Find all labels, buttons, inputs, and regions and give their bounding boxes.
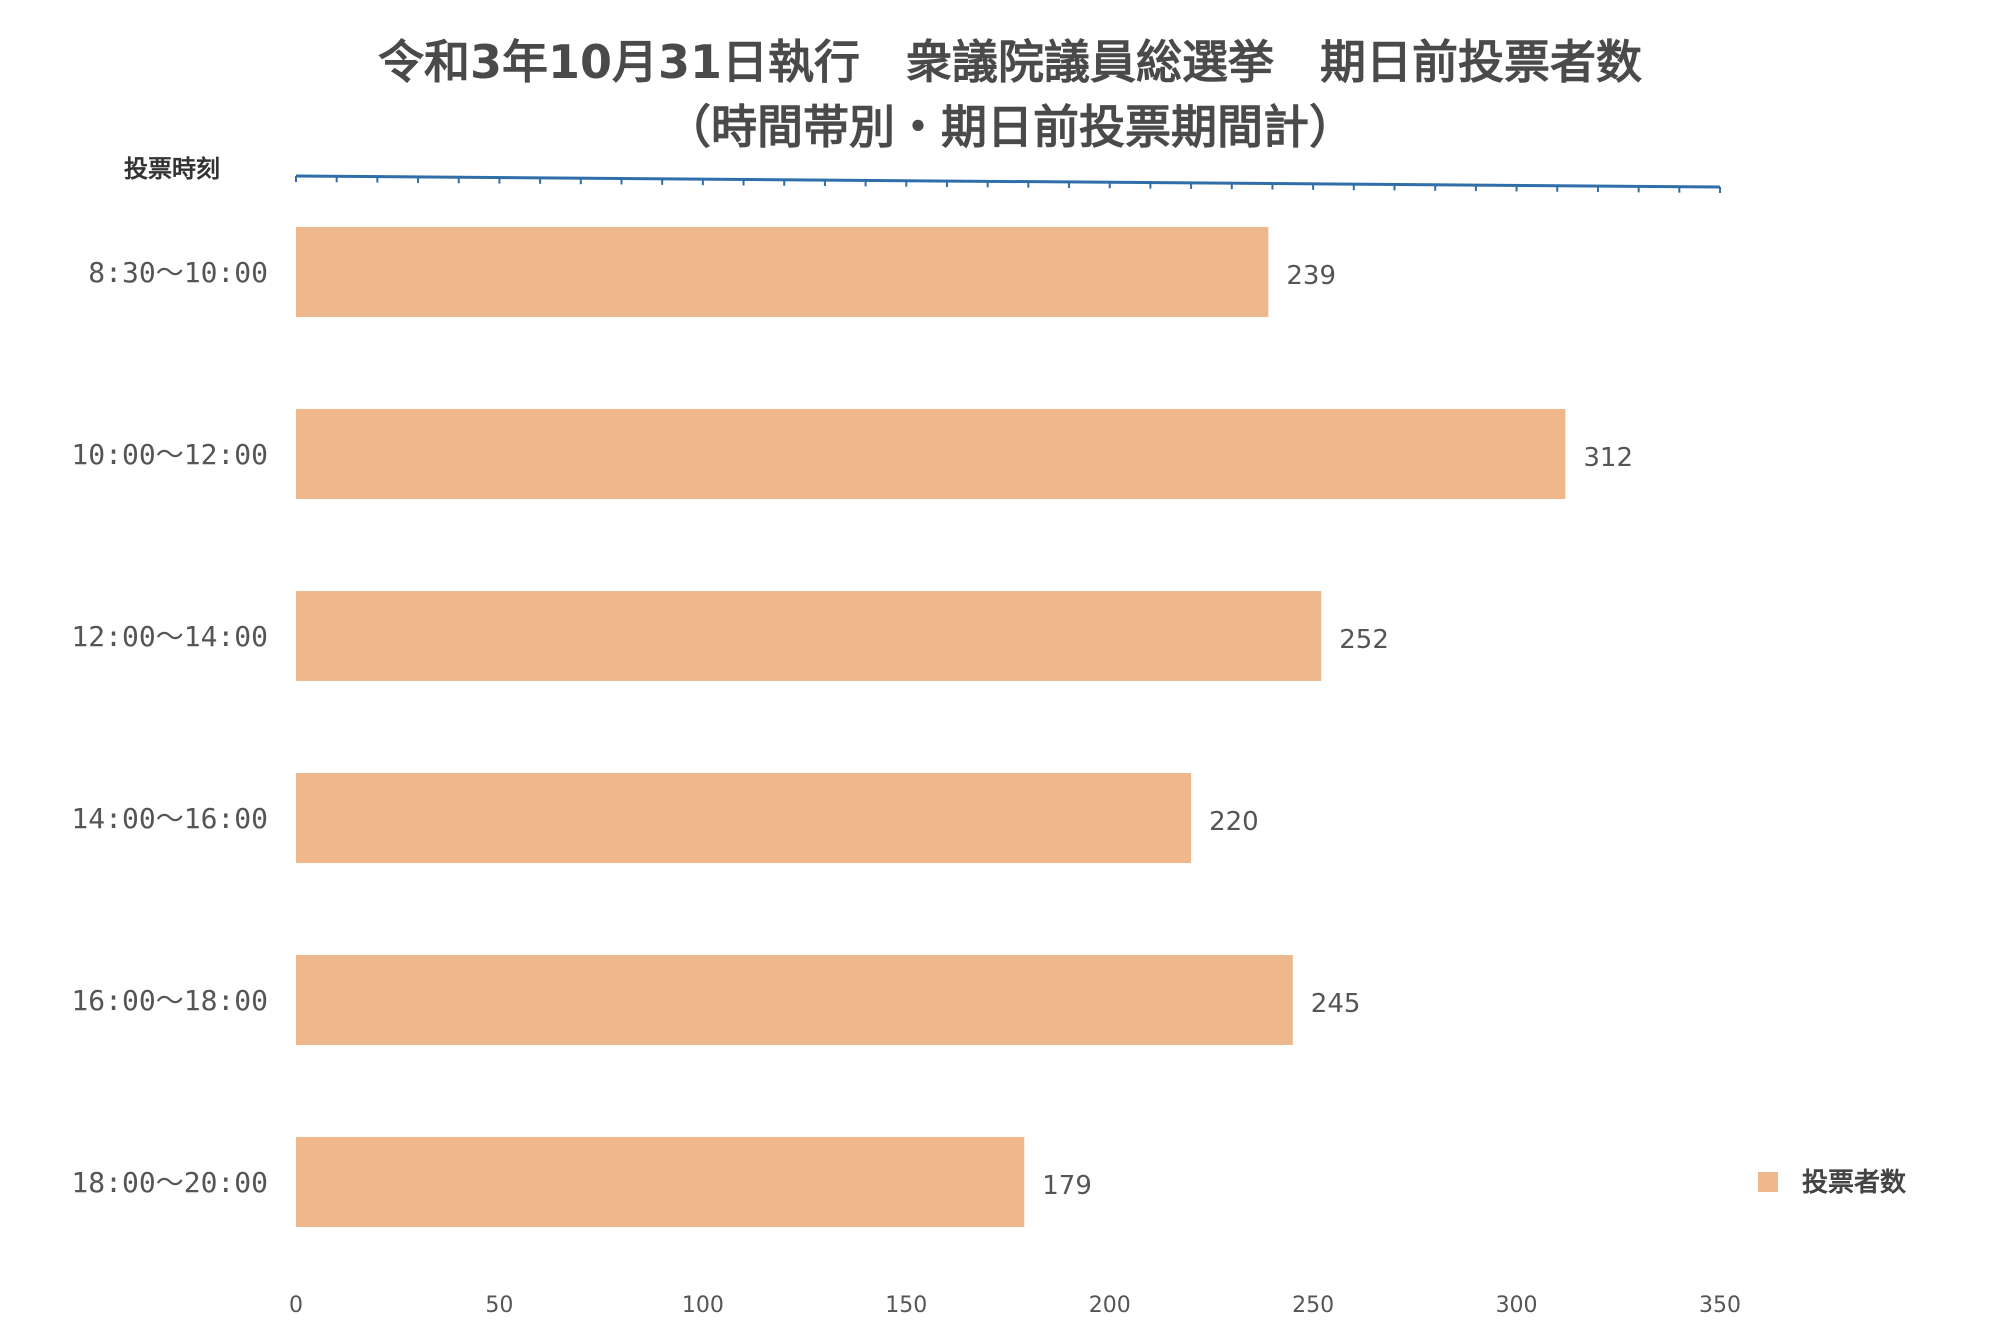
bar <box>296 955 1293 1045</box>
bar <box>296 1137 1025 1227</box>
chart-subtitle: （時間帯別・期日前投票期間計） <box>665 100 1355 154</box>
category-label: 14:00〜16:00 <box>71 802 268 835</box>
x-axis-line <box>295 174 1721 189</box>
category-label: 8:30〜10:00 <box>88 256 268 289</box>
chart-title: 令和3年10月31日執行 衆議院議員総選挙 期日前投票者数 <box>378 35 1642 89</box>
bar <box>296 773 1192 863</box>
x-tick-labels: 0 50 100 150 200 250 300 350 <box>289 1293 1741 1318</box>
legend-swatch <box>1758 1172 1778 1192</box>
value-label: 245 <box>1311 989 1361 1019</box>
value-label: 179 <box>1042 1171 1092 1201</box>
y-axis-title: 投票時刻 <box>124 155 220 183</box>
value-label: 252 <box>1339 625 1389 655</box>
value-label: 239 <box>1286 261 1336 291</box>
bars-group <box>296 227 1566 1227</box>
value-labels: 239 312 252 220 245 179 <box>1042 261 1633 1201</box>
category-label: 10:00〜12:00 <box>71 438 268 471</box>
category-label: 16:00〜18:00 <box>71 984 268 1017</box>
x-tick-label: 100 <box>682 1293 724 1318</box>
x-tick-label: 350 <box>1699 1293 1741 1318</box>
x-tick-label: 150 <box>885 1293 927 1318</box>
value-label: 220 <box>1209 807 1259 837</box>
category-label: 12:00〜14:00 <box>71 620 268 653</box>
category-label: 18:00〜20:00 <box>71 1166 268 1199</box>
x-axis-minor-ticks <box>295 176 1721 193</box>
bar <box>296 227 1269 317</box>
bar <box>296 409 1566 499</box>
x-tick-label: 0 <box>289 1293 303 1318</box>
legend: 投票者数 <box>1758 1168 1907 1198</box>
x-tick-label: 250 <box>1292 1293 1334 1318</box>
category-labels: 8:30〜10:00 10:00〜12:00 12:00〜14:00 14:00〜16… <box>71 256 268 1199</box>
x-tick-label: 200 <box>1089 1293 1131 1318</box>
legend-label: 投票者数 <box>1802 1168 1907 1198</box>
value-label: 312 <box>1583 443 1633 473</box>
x-tick-label: 50 <box>485 1293 513 1318</box>
x-tick-label: 300 <box>1496 1293 1538 1318</box>
bar <box>296 591 1322 681</box>
